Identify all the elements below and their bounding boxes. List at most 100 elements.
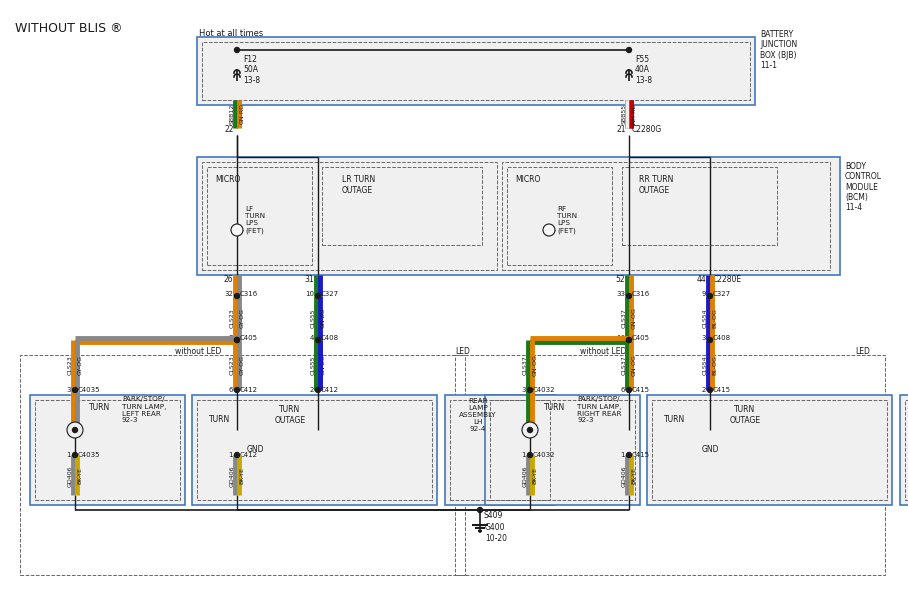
Text: CLS55: CLS55 <box>311 308 315 328</box>
Text: WITHOUT BLIS ®: WITHOUT BLIS ® <box>15 21 123 35</box>
Text: PARK/STOP/
TURN LAMP,
LEFT REAR
92-3: PARK/STOP/ TURN LAMP, LEFT REAR 92-3 <box>122 396 166 423</box>
Circle shape <box>528 428 532 432</box>
Text: C4032: C4032 <box>533 452 556 458</box>
Text: 16: 16 <box>616 335 625 341</box>
Text: GN-BU: GN-BU <box>321 355 325 375</box>
Text: BK-YE: BK-YE <box>240 467 244 484</box>
Circle shape <box>73 453 77 458</box>
Text: TURN: TURN <box>210 415 231 425</box>
Text: RF
TURN
LPS
(FET): RF TURN LPS (FET) <box>557 206 577 234</box>
Text: C412: C412 <box>240 452 258 458</box>
Text: C412: C412 <box>321 387 339 393</box>
Circle shape <box>234 453 240 458</box>
Bar <box>192 395 437 505</box>
Text: C4035: C4035 <box>78 387 101 393</box>
Bar <box>445 395 555 505</box>
Text: GN-OG: GN-OG <box>631 354 637 376</box>
Text: GD406: GD406 <box>621 465 627 487</box>
Text: TURN: TURN <box>89 403 111 412</box>
Circle shape <box>627 387 631 392</box>
Text: 1: 1 <box>229 452 233 458</box>
Bar <box>35 400 180 500</box>
Bar <box>652 400 887 500</box>
Text: C2280G: C2280G <box>632 126 662 134</box>
Text: 3: 3 <box>521 387 526 393</box>
Text: MICRO: MICRO <box>215 174 241 184</box>
Text: 4: 4 <box>310 335 314 341</box>
Text: RR TURN
OUTAGE: RR TURN OUTAGE <box>639 175 674 195</box>
Bar <box>207 167 312 265</box>
Text: CLS23: CLS23 <box>230 355 234 375</box>
Text: S409: S409 <box>484 511 503 520</box>
Text: C405: C405 <box>632 335 650 341</box>
Text: 3: 3 <box>528 426 533 434</box>
Bar <box>455 355 885 575</box>
Text: GN-BU: GN-BU <box>321 308 325 328</box>
Text: 1: 1 <box>66 452 71 458</box>
Text: CLS55: CLS55 <box>311 355 315 375</box>
Bar <box>507 167 612 265</box>
Text: 6: 6 <box>620 387 625 393</box>
Text: BL-OG: BL-OG <box>713 355 717 375</box>
Bar <box>485 395 640 505</box>
Bar <box>197 157 840 275</box>
Bar <box>30 395 185 505</box>
Circle shape <box>522 422 538 438</box>
Circle shape <box>707 337 713 342</box>
Text: BK-YE: BK-YE <box>77 467 83 484</box>
Text: BATTERY
JUNCTION
BOX (BJB)
11-1: BATTERY JUNCTION BOX (BJB) 11-1 <box>760 30 797 70</box>
Text: C316: C316 <box>632 291 650 297</box>
Circle shape <box>73 428 77 432</box>
Text: 26: 26 <box>223 274 233 284</box>
Text: C415: C415 <box>713 387 731 393</box>
Circle shape <box>234 337 240 342</box>
Text: CLS54: CLS54 <box>703 355 707 375</box>
Text: REAR
LAMP
ASSEMBLY
LH
92-4: REAR LAMP ASSEMBLY LH 92-4 <box>459 398 497 432</box>
Text: LF
TURN
LPS
(FET): LF TURN LPS (FET) <box>245 206 265 234</box>
Bar <box>647 395 892 505</box>
Circle shape <box>234 387 240 392</box>
Circle shape <box>315 337 321 342</box>
Text: GN-OG: GN-OG <box>631 307 637 329</box>
Bar <box>20 355 465 575</box>
Text: without LED: without LED <box>175 348 222 356</box>
Text: TURN: TURN <box>665 415 686 425</box>
Text: SBB55: SBB55 <box>621 104 627 124</box>
Bar <box>502 162 830 270</box>
Text: 2: 2 <box>310 387 314 393</box>
Text: C316: C316 <box>240 291 258 297</box>
Text: 10: 10 <box>305 291 314 297</box>
Circle shape <box>627 337 631 342</box>
Text: F12
50A
13-8: F12 50A 13-8 <box>243 55 260 85</box>
Text: 33: 33 <box>616 291 625 297</box>
Text: without LED: without LED <box>580 348 627 356</box>
Text: 3: 3 <box>702 335 706 341</box>
Text: GY-OG: GY-OG <box>240 308 244 328</box>
Text: Hot at all times: Hot at all times <box>199 29 263 38</box>
Text: GND: GND <box>246 445 263 454</box>
Text: CLS37: CLS37 <box>621 355 627 375</box>
Text: GN-RD: GN-RD <box>240 104 244 124</box>
Text: TURN
OUTAGE: TURN OUTAGE <box>729 405 761 425</box>
Circle shape <box>67 422 83 438</box>
Text: CLS23: CLS23 <box>67 355 73 375</box>
Text: C327: C327 <box>713 291 731 297</box>
Circle shape <box>315 387 321 392</box>
Text: 52: 52 <box>616 274 625 284</box>
Text: 1: 1 <box>521 452 526 458</box>
Text: LED: LED <box>455 348 469 356</box>
Text: 2: 2 <box>702 387 706 393</box>
Text: 44: 44 <box>696 274 706 284</box>
Bar <box>197 37 755 105</box>
Circle shape <box>543 224 555 236</box>
Text: C405: C405 <box>240 335 258 341</box>
Text: GND: GND <box>701 445 719 454</box>
Text: CLS37: CLS37 <box>621 308 627 328</box>
Bar <box>322 167 482 245</box>
Text: 6: 6 <box>229 387 233 393</box>
Text: GY-OG: GY-OG <box>77 355 83 375</box>
Text: C415: C415 <box>632 387 650 393</box>
Bar <box>202 42 750 100</box>
Circle shape <box>234 337 240 342</box>
Bar <box>490 400 635 500</box>
